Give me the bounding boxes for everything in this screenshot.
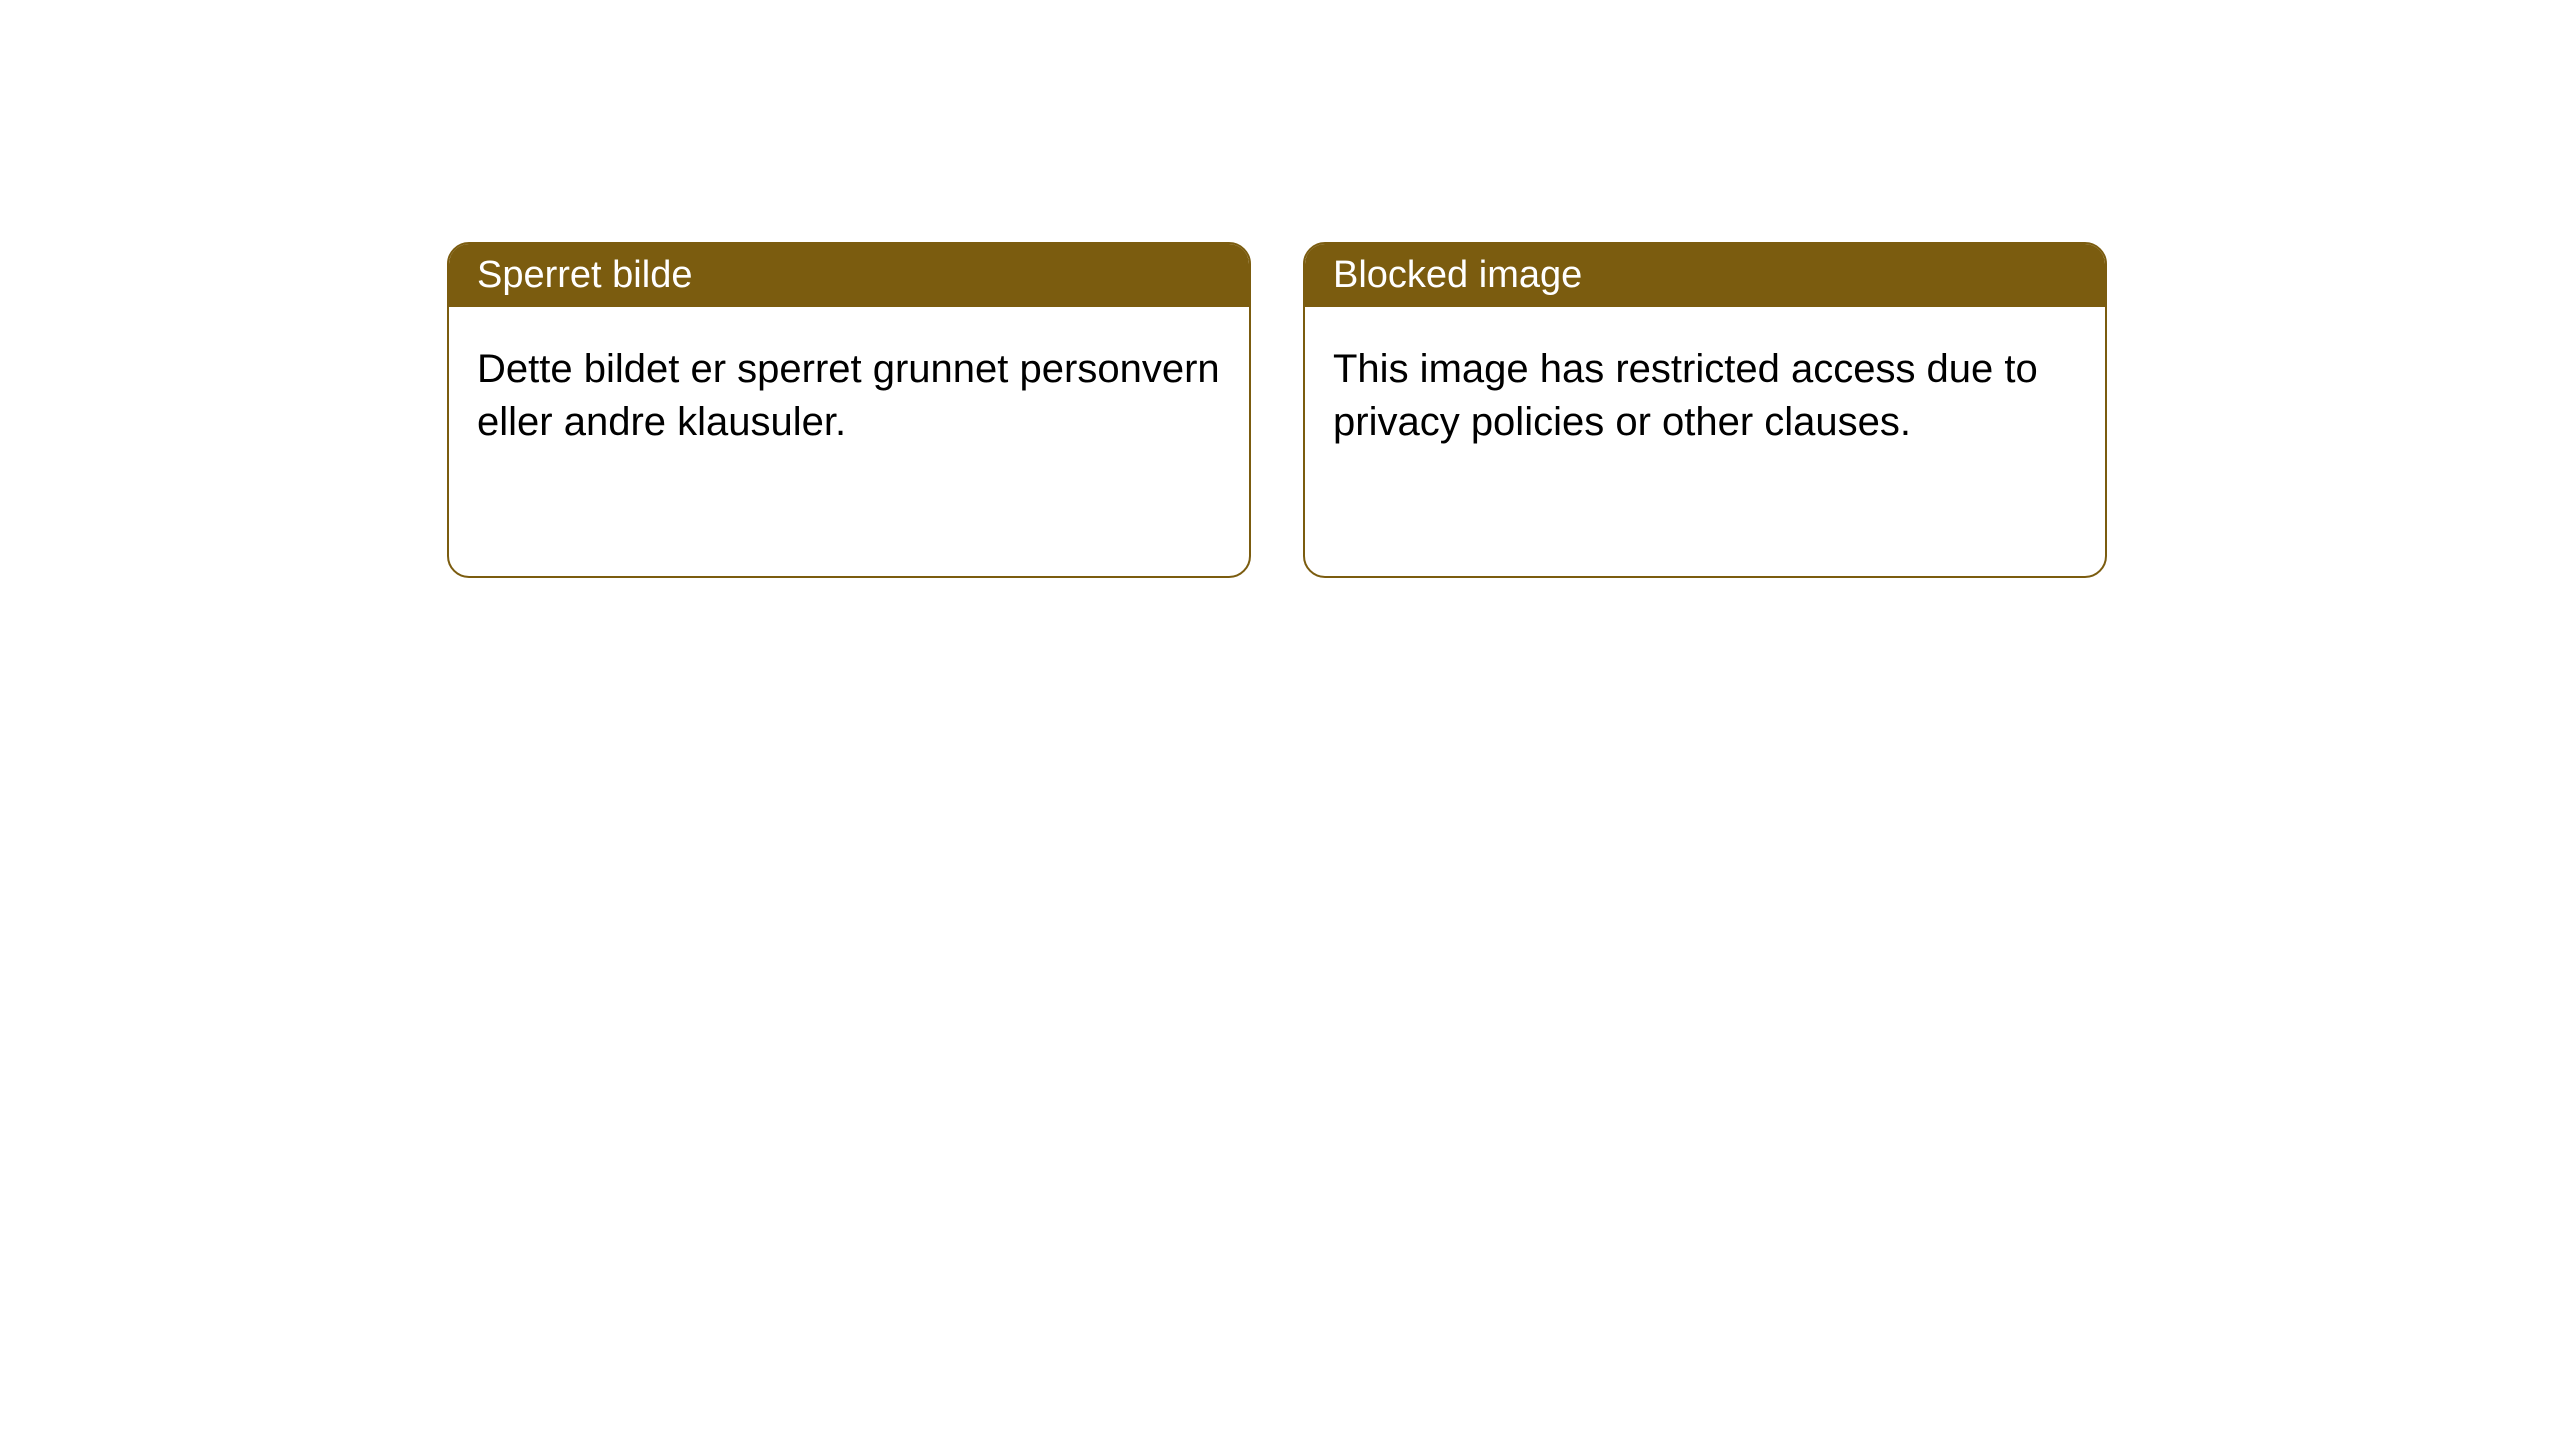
notice-card-no: Sperret bilde Dette bildet er sperret gr… <box>447 242 1251 578</box>
notice-card-header-en: Blocked image <box>1305 244 2105 307</box>
notice-card-body-en: This image has restricted access due to … <box>1305 307 2105 485</box>
notice-card-title-en: Blocked image <box>1333 254 1582 296</box>
notice-card-header-no: Sperret bilde <box>449 244 1249 307</box>
notice-card-message-en: This image has restricted access due to … <box>1333 347 2038 444</box>
notice-card-en: Blocked image This image has restricted … <box>1303 242 2107 578</box>
notice-card-title-no: Sperret bilde <box>477 254 692 296</box>
notice-container: Sperret bilde Dette bildet er sperret gr… <box>0 0 2560 578</box>
notice-card-body-no: Dette bildet er sperret grunnet personve… <box>449 307 1249 485</box>
notice-card-message-no: Dette bildet er sperret grunnet personve… <box>477 347 1220 444</box>
